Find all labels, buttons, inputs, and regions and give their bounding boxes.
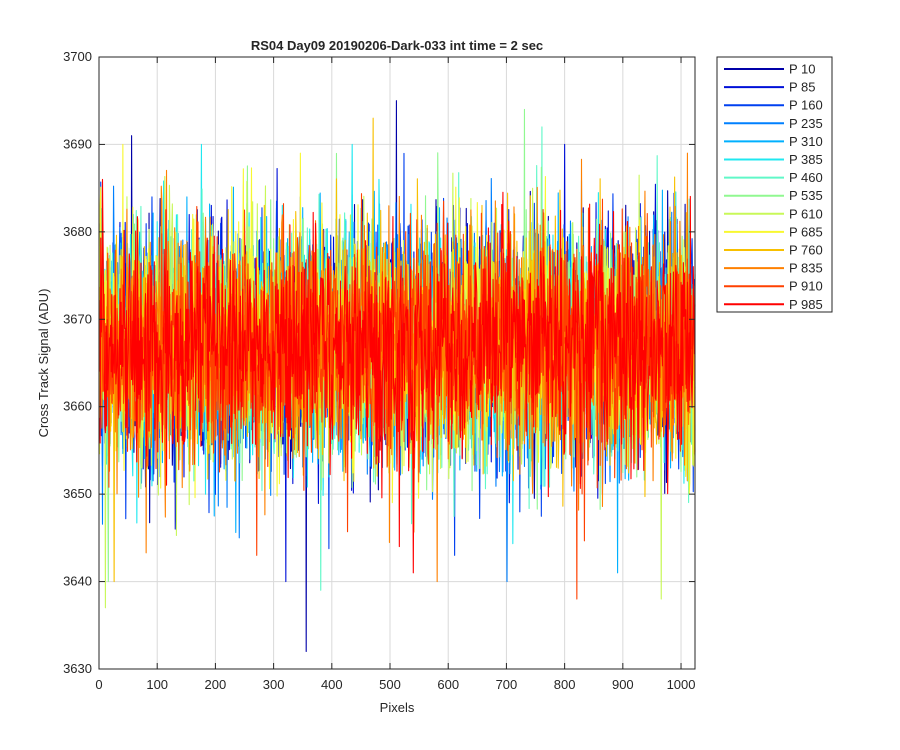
legend-label: P 535	[789, 188, 823, 203]
x-tick-label: 500	[379, 677, 401, 692]
y-tick-label: 3690	[63, 136, 92, 151]
legend-label: P 10	[789, 62, 816, 77]
legend-label: P 385	[789, 152, 823, 167]
legend-label: P 235	[789, 116, 823, 131]
legend-label: P 460	[789, 170, 823, 185]
y-tick-label: 3640	[63, 574, 92, 589]
x-tick-label: 300	[263, 677, 285, 692]
y-tick-label: 3680	[63, 224, 92, 239]
legend-box	[716, 56, 833, 313]
x-tick-label: 100	[146, 677, 168, 692]
legend-label: P 85	[789, 80, 816, 95]
chart-title: RS04 Day09 20190206-Dark-033 int time = …	[251, 38, 543, 53]
x-tick-label: 0	[95, 677, 102, 692]
legend-label: P 610	[789, 206, 823, 221]
legend: P 10 P 85 P 160 P 235 P 310 P 385 P 460 P 535 P …	[716, 56, 833, 313]
legend-label: P 160	[789, 98, 823, 113]
legend-label: P 685	[789, 224, 823, 239]
ticks: 0 100 200 300 400 500 600 700 800 900 1000 3630 3640…	[63, 49, 695, 692]
y-tick-label: 3660	[63, 399, 92, 414]
x-tick-label: 400	[321, 677, 343, 692]
x-tick-label: 800	[554, 677, 576, 692]
x-tick-label: 900	[612, 677, 634, 692]
legend-label: P 835	[789, 261, 823, 276]
y-axis-label: Cross Track Signal (ADU)	[36, 289, 51, 438]
legend-label: P 310	[789, 134, 823, 149]
legend-label: P 910	[789, 279, 823, 294]
legend-label: P 760	[789, 243, 823, 258]
y-tick-label: 3650	[63, 486, 92, 501]
plot-frame	[98, 56, 696, 670]
x-tick-label: 700	[496, 677, 518, 692]
legend-label: P 985	[789, 297, 823, 312]
x-axis-label: Pixels	[380, 700, 415, 715]
y-tick-label: 3630	[63, 661, 92, 676]
series-layer	[99, 100, 696, 653]
y-tick-label: 3700	[63, 49, 92, 64]
series-line-p985	[99, 178, 696, 574]
x-tick-label: 600	[437, 677, 459, 692]
x-tick-label: 200	[205, 677, 227, 692]
x-tick-label: 1000	[667, 677, 696, 692]
y-tick-label: 3670	[63, 311, 92, 326]
